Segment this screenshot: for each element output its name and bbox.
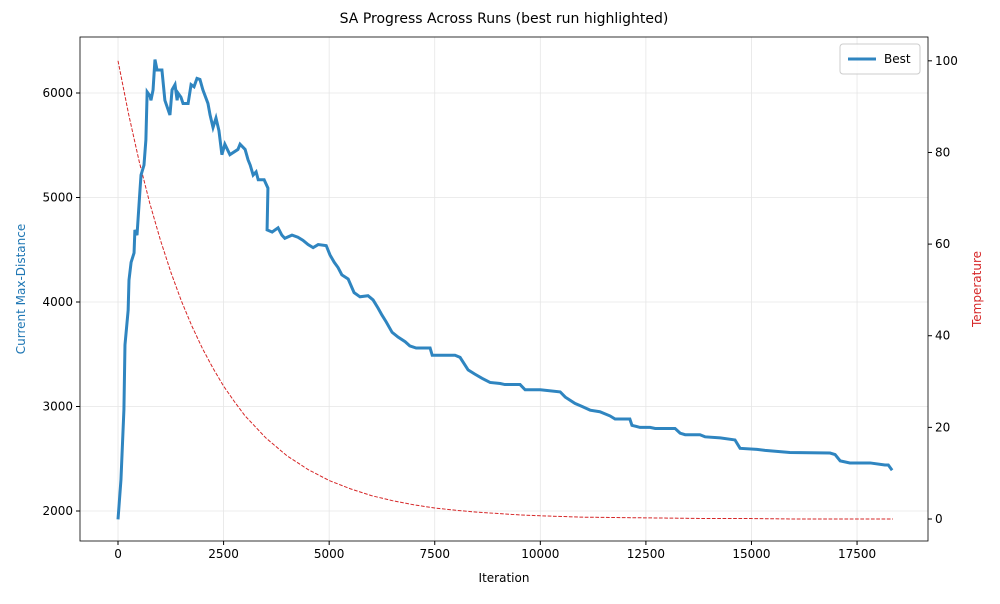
series-line (117, 60, 893, 520)
x-tick-label: 10000 (521, 547, 559, 561)
y-tick-label: 6000 (42, 86, 73, 100)
x-tick-label: 7500 (419, 547, 450, 561)
series-line (116, 59, 894, 520)
x-tick-label: 2500 (208, 547, 239, 561)
x-axis-label: Iteration (479, 571, 530, 585)
y-tick-label: 3000 (42, 400, 73, 414)
x-tick-label: 17500 (838, 547, 876, 561)
y2-tick-label: 40 (935, 329, 950, 343)
plot-frame (79, 36, 929, 542)
y-tick-label: 5000 (42, 191, 73, 205)
y-tick-label: 4000 (42, 295, 73, 309)
y2-tick-label: 0 (935, 512, 943, 526)
x-tick-label: 15000 (732, 547, 770, 561)
x-tick-label: 0 (114, 547, 122, 561)
y2-tick-label: 20 (935, 420, 950, 434)
y2-tick-label: 100 (935, 54, 958, 68)
legend-box (839, 43, 921, 75)
y2-tick-label: 80 (935, 145, 950, 159)
y2-tick-label: 60 (935, 237, 950, 251)
chart-title: SA Progress Across Runs (best run highli… (340, 11, 669, 27)
x-tick-label: 5000 (314, 547, 345, 561)
x-tick-label: 12500 (627, 547, 665, 561)
y-tick-label: 2000 (42, 504, 73, 518)
y2-axis-label: Temperature (970, 251, 984, 328)
legend-label: Best (884, 52, 911, 66)
y-axis-label: Current Max-Distance (14, 224, 28, 355)
